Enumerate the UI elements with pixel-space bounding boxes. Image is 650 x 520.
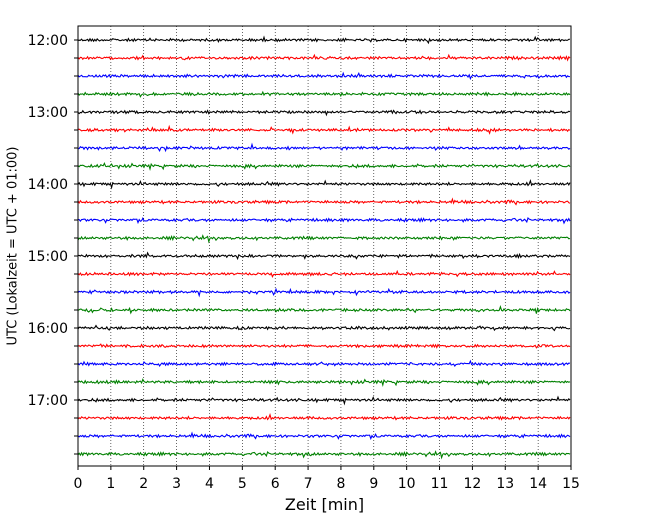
- x-tick-label: 7: [304, 476, 313, 492]
- y-tick-label: 15:00: [28, 249, 68, 265]
- x-tick-label: 0: [74, 476, 83, 492]
- trace-1430: [77, 216, 571, 225]
- trace-1645: [77, 378, 571, 388]
- trace-1730: [77, 431, 571, 441]
- trace-1230: [77, 71, 571, 81]
- x-tick-label: 5: [238, 476, 247, 492]
- trace-1600: [77, 324, 571, 332]
- trace-1500: [77, 251, 571, 261]
- grid-lines: [110, 26, 539, 466]
- x-tick-label: 3: [172, 476, 181, 492]
- trace-1415: [77, 197, 571, 206]
- x-tick-label: 11: [431, 476, 449, 492]
- x-tick-label: 2: [139, 476, 148, 492]
- trace-1245: [77, 90, 571, 98]
- x-tick-label: 4: [205, 476, 214, 492]
- x-tick-label: 10: [398, 476, 416, 492]
- y-axis-ticks: 12:00 13:00 14:00 15:00 16:00 17:00: [28, 33, 78, 455]
- x-tick-label: 1: [106, 476, 115, 492]
- trace-1445: [77, 234, 571, 244]
- plot-frame: [77, 25, 572, 467]
- trace-1715: [77, 412, 571, 421]
- y-tick-label: 17:00: [28, 393, 68, 409]
- trace-1330: [77, 142, 571, 153]
- y-axis-label: UTC (Lokalzeit = UTC + 01:00): [6, 147, 21, 346]
- x-tick-label: 12: [463, 476, 481, 492]
- trace-1315: [77, 124, 571, 135]
- x-axis-ticks: 0 1 2 3 4 5 6 7 8 9 10 11 12 13 14 15: [74, 466, 580, 492]
- x-axis-label: Zeit [min]: [285, 495, 364, 514]
- y-tick-label: 13:00: [28, 105, 68, 121]
- trace-1700: [77, 395, 571, 406]
- trace-1630: [77, 359, 571, 367]
- x-tick-label: 8: [336, 476, 345, 492]
- trace-1345: [77, 162, 571, 172]
- trace-1515: [77, 269, 571, 279]
- trace-1745: [77, 450, 571, 460]
- x-tick-label: 9: [369, 476, 378, 492]
- x-tick-label: 6: [271, 476, 280, 492]
- trace-1400: [77, 178, 571, 190]
- trace-1615: [77, 343, 571, 349]
- trace-1215: [77, 53, 571, 62]
- y-tick-label: 12:00: [28, 33, 68, 49]
- trace-1200: [77, 35, 571, 45]
- x-tick-label: 13: [496, 476, 514, 492]
- trace-1530: [77, 287, 571, 298]
- trace-1545: [77, 305, 571, 315]
- x-tick-label: 15: [562, 476, 580, 492]
- trace-group: [77, 35, 571, 460]
- y-tick-label: 14:00: [28, 177, 68, 193]
- x-tick-label: 14: [529, 476, 547, 492]
- trace-1300: [77, 109, 571, 117]
- y-tick-label: 16:00: [28, 321, 68, 337]
